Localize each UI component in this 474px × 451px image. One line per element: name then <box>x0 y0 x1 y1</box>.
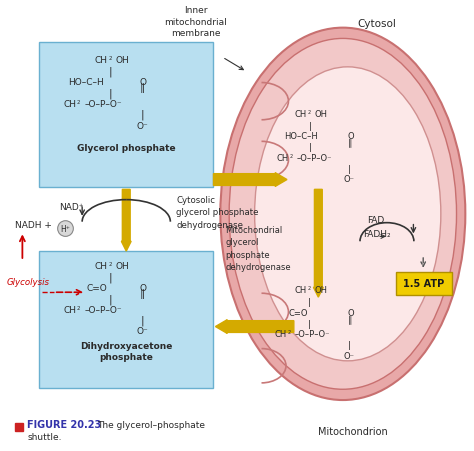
Text: |: | <box>109 88 112 98</box>
Text: $_2$: $_2$ <box>108 259 113 268</box>
Text: C=O: C=O <box>86 284 107 293</box>
Text: FAD: FAD <box>367 215 384 224</box>
Text: shuttle.: shuttle. <box>27 432 62 441</box>
Text: |: | <box>309 121 312 130</box>
Text: O⁻: O⁻ <box>136 121 148 130</box>
Text: CH: CH <box>294 285 307 295</box>
Text: Inner
mitochondrial
membrane: Inner mitochondrial membrane <box>164 6 227 38</box>
Text: H⁺: H⁺ <box>61 225 71 234</box>
Text: CH: CH <box>95 56 108 65</box>
FancyArrow shape <box>121 190 131 252</box>
FancyArrow shape <box>313 190 323 298</box>
Text: O⁻: O⁻ <box>344 351 355 360</box>
Text: |: | <box>109 67 112 77</box>
FancyBboxPatch shape <box>39 252 213 388</box>
Text: O: O <box>140 78 147 87</box>
Ellipse shape <box>220 28 465 400</box>
Text: NAD⁺: NAD⁺ <box>59 202 83 212</box>
Text: Mitochondrion: Mitochondrion <box>319 426 388 437</box>
Text: CH: CH <box>294 110 307 119</box>
Circle shape <box>58 221 73 237</box>
Text: O⁻: O⁻ <box>136 327 148 336</box>
Text: ∥: ∥ <box>139 83 145 93</box>
Text: ∥: ∥ <box>139 289 145 299</box>
Text: HO–C–H: HO–C–H <box>284 132 318 141</box>
Text: ∥: ∥ <box>347 314 352 323</box>
Text: Cytosolic
glycerol phosphate
dehydrogenase: Cytosolic glycerol phosphate dehydrogena… <box>176 195 259 230</box>
Text: –O–P–O⁻: –O–P–O⁻ <box>84 305 122 314</box>
Text: Mitochondrial
glycerol
phosphate
dehydrogenase: Mitochondrial glycerol phosphate dehydro… <box>225 226 291 272</box>
Text: CH: CH <box>64 305 76 314</box>
Text: |: | <box>109 272 112 282</box>
Text: |: | <box>309 143 312 152</box>
Text: OH: OH <box>116 56 129 65</box>
Text: Glycerol phosphate: Glycerol phosphate <box>77 144 175 153</box>
Text: HO–C–H: HO–C–H <box>68 78 104 87</box>
Text: The glycerol–phosphate: The glycerol–phosphate <box>97 420 205 429</box>
Text: |: | <box>109 294 112 304</box>
FancyBboxPatch shape <box>396 272 452 295</box>
Text: –O–P–O⁻: –O–P–O⁻ <box>297 154 332 162</box>
Text: Glycolysis: Glycolysis <box>7 278 50 287</box>
Text: |: | <box>348 164 351 173</box>
Text: CH: CH <box>277 154 289 162</box>
Bar <box>15 423 23 432</box>
Text: $_2$: $_2$ <box>307 108 311 116</box>
Text: Cytosol: Cytosol <box>358 18 397 28</box>
Text: CH: CH <box>275 330 287 339</box>
Text: $_2$: $_2$ <box>307 284 311 293</box>
Text: $_2$: $_2$ <box>76 303 81 312</box>
FancyArrow shape <box>213 173 287 187</box>
Text: ∥: ∥ <box>347 138 352 147</box>
Text: –O–P–O⁻: –O–P–O⁻ <box>295 330 330 339</box>
Text: OH: OH <box>314 110 328 119</box>
Text: $_2$: $_2$ <box>289 152 294 161</box>
Text: NADH +: NADH + <box>15 220 55 229</box>
Text: |: | <box>140 110 144 120</box>
Text: |: | <box>140 315 144 326</box>
Text: FIGURE 20.23: FIGURE 20.23 <box>27 419 101 429</box>
Text: OH: OH <box>314 285 328 295</box>
Text: FADH₂: FADH₂ <box>364 230 391 239</box>
Text: |: | <box>308 319 311 328</box>
Text: –O–P–O⁻: –O–P–O⁻ <box>84 100 122 109</box>
Ellipse shape <box>229 39 456 389</box>
Text: Dihydroxyacetone
phosphate: Dihydroxyacetone phosphate <box>80 342 173 361</box>
Text: $_2$: $_2$ <box>108 54 113 63</box>
Text: O⁻: O⁻ <box>344 175 355 184</box>
Text: $_2$: $_2$ <box>76 98 81 107</box>
Text: OH: OH <box>116 261 129 270</box>
Text: $_2$: $_2$ <box>287 328 292 336</box>
Ellipse shape <box>255 68 441 361</box>
Text: |: | <box>308 297 311 306</box>
Text: 1.5 ATP: 1.5 ATP <box>402 279 444 289</box>
FancyArrow shape <box>216 320 294 334</box>
Text: CH: CH <box>95 261 108 270</box>
Text: O: O <box>348 308 355 317</box>
Text: O: O <box>348 132 355 141</box>
Text: O: O <box>140 284 147 293</box>
FancyBboxPatch shape <box>39 43 213 188</box>
Text: |: | <box>348 341 351 350</box>
Text: C=O: C=O <box>289 308 309 317</box>
Text: CH: CH <box>64 100 76 109</box>
